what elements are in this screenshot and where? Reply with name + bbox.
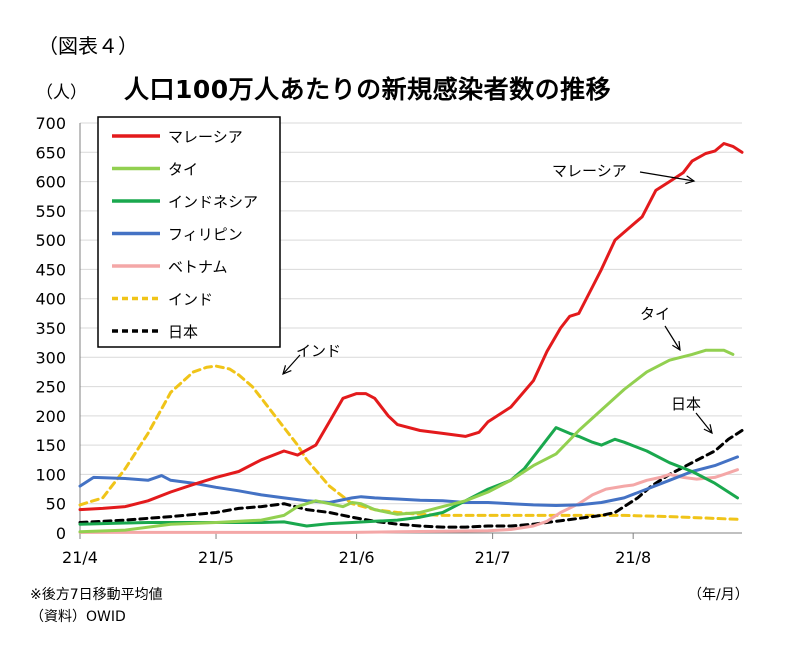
legend-label: インド [168,291,213,309]
y-tick-label: 150 [35,436,66,455]
legend-label: ベトナム [168,258,228,276]
x-tick-label: 21/5 [198,548,234,567]
y-tick-label: 400 [35,290,66,309]
x-tick-label: 21/4 [62,548,98,567]
y-tick-label: 600 [35,173,66,192]
x-unit-label: （年/月） [688,587,749,603]
annotation-arrowhead [282,365,292,376]
annotation-arrowhead [685,175,696,185]
annotation-arrow [695,412,713,434]
legend-label: タイ [168,161,198,179]
legend-label: マレーシア [168,128,243,146]
y-tick-label: 100 [35,465,66,484]
footnote: ※後方7日移動平均値 [30,587,163,603]
y-tick-label: 50 [46,495,66,514]
x-tick-label: 21/8 [615,548,651,567]
annotation-arrow [664,325,681,351]
x-tick-label: 21/6 [339,548,375,567]
series-line [78,426,739,528]
legend-label: インドネシア [168,193,258,211]
series-line [78,142,744,512]
annotation-label: マレーシア [552,162,627,180]
source-label: （資料）OWID [30,609,126,625]
legend-label: フィリピン [168,226,243,244]
y-tick-label: 700 [35,114,66,133]
y-tick-label: 300 [35,348,66,367]
y-tick-label: 0 [56,524,66,543]
y-tick-label: 550 [35,202,66,221]
figure-label: （図表４） [38,34,138,58]
annotation-arrowhead [703,424,713,435]
y-tick-label: 350 [35,319,66,338]
series-line [78,348,735,534]
series-line [78,455,739,507]
y-unit-label: （人） [36,83,87,103]
annotation-label: タイ [640,305,670,323]
annotation-label: インド [296,342,341,360]
x-tick-label: 21/7 [475,548,511,567]
y-tick-label: 200 [35,407,66,426]
annotation-arrow [282,354,301,375]
y-tick-label: 650 [35,143,66,162]
annotation-label: 日本 [671,395,701,413]
y-tick-label: 500 [35,231,66,250]
annotation-arrowhead [672,340,681,352]
y-tick-label: 250 [35,378,66,397]
legend-label: 日本 [168,323,198,341]
y-tick-label: 450 [35,260,66,279]
series-line [78,468,739,534]
series-line [78,364,744,521]
annotation-arrow [639,171,695,182]
chart-title: 人口100万人あたりの新規感染者数の推移 [124,75,612,104]
series-line [78,429,744,529]
